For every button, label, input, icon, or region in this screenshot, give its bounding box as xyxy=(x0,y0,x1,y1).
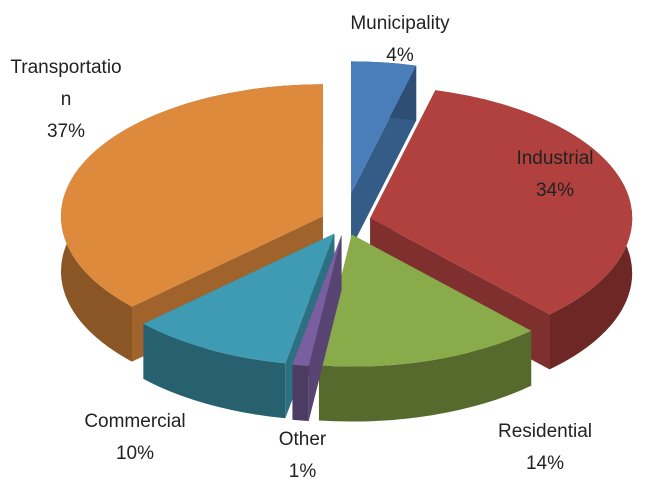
slice xyxy=(292,235,342,366)
category-label: Transportation xyxy=(10,57,122,110)
slice-label: Commercial 10% xyxy=(65,406,205,470)
category-label: Municipality xyxy=(350,13,450,34)
value-label: 1% xyxy=(288,461,317,481)
category-label: Residential xyxy=(498,421,592,442)
slice-label: Residential 14% xyxy=(470,416,620,480)
slice-wall xyxy=(292,364,309,421)
slice xyxy=(351,61,417,194)
slice-wall xyxy=(143,323,286,419)
slice-label: Industrial 34% xyxy=(490,143,620,207)
category-label: Industrial xyxy=(516,148,594,169)
slice xyxy=(370,90,633,315)
slice-label: Transportation 37% xyxy=(10,52,122,148)
category-label: Commercial xyxy=(84,411,186,432)
value-label: 14% xyxy=(525,453,565,474)
value-label: 34% xyxy=(535,180,575,201)
slice-label: Municipality 4% xyxy=(330,8,470,72)
slice-wall xyxy=(318,330,532,422)
slice xyxy=(318,234,532,367)
value-label: 37% xyxy=(46,121,86,142)
slice xyxy=(143,233,335,364)
slice-label: Other 1% xyxy=(245,424,360,481)
category-label: Other xyxy=(278,429,327,450)
slice xyxy=(60,84,323,307)
value-label: 10% xyxy=(115,443,155,464)
value-label: 4% xyxy=(386,45,414,66)
